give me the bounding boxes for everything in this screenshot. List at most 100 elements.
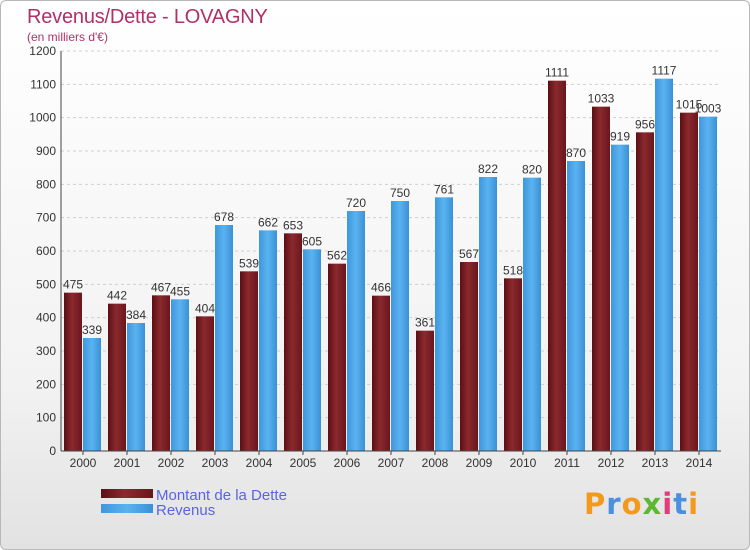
bar-revenus xyxy=(303,249,321,451)
bar-revenus xyxy=(699,116,717,452)
bar-dette xyxy=(636,132,654,452)
x-tick-label: 2011 xyxy=(554,456,580,470)
x-tick-label: 2007 xyxy=(378,456,405,470)
bar-dette xyxy=(240,271,258,451)
data-label-revenus: 384 xyxy=(126,308,146,322)
bar-dette xyxy=(592,106,610,452)
x-tick-label: 2012 xyxy=(598,456,625,470)
bar-revenus xyxy=(567,161,585,451)
bar-dette xyxy=(680,112,698,452)
data-label-dette: 404 xyxy=(195,301,215,315)
bar-revenus xyxy=(215,225,233,451)
logo-letter: r xyxy=(606,487,622,521)
logo-letter: P xyxy=(584,487,607,521)
data-label-dette: 518 xyxy=(503,263,523,277)
data-label-dette: 567 xyxy=(459,247,479,261)
data-label-revenus: 750 xyxy=(390,186,410,200)
logo-letter: t xyxy=(673,487,689,521)
data-label-revenus: 605 xyxy=(302,234,322,248)
logo-letter: i xyxy=(688,487,700,521)
bar-dette xyxy=(372,295,390,451)
x-tick-label: 2005 xyxy=(290,456,317,470)
bar-dette xyxy=(460,262,478,451)
chart-title: Revenus/Dette - LOVAGNY xyxy=(27,6,268,28)
bar-revenus xyxy=(259,230,277,451)
bar-dette xyxy=(108,303,126,451)
bar-revenus xyxy=(391,201,409,451)
y-tick-label: 900 xyxy=(36,144,56,158)
y-tick-label: 700 xyxy=(36,211,56,225)
y-tick-label: 200 xyxy=(36,377,56,391)
data-label-dette: 1111 xyxy=(545,66,569,80)
y-tick-label: 600 xyxy=(36,244,56,258)
x-tick-label: 2001 xyxy=(114,456,141,470)
bar-revenus xyxy=(523,177,541,451)
bar-revenus xyxy=(127,323,145,451)
data-label-dette: 467 xyxy=(151,280,171,294)
data-label-dette: 956 xyxy=(635,117,655,131)
bar-dette xyxy=(284,233,302,451)
data-label-revenus: 678 xyxy=(214,210,234,224)
data-label-dette: 442 xyxy=(107,289,127,303)
bar-revenus xyxy=(435,197,453,451)
bar-revenus xyxy=(83,338,101,451)
x-tick-label: 2014 xyxy=(686,456,713,470)
data-label-revenus: 870 xyxy=(566,146,586,160)
chart-subtitle: (en milliers d'€) xyxy=(27,30,108,44)
proxiti-logo: Proxiti xyxy=(584,487,699,521)
y-tick-label: 500 xyxy=(36,277,56,291)
data-label-dette: 653 xyxy=(283,218,303,232)
y-tick-label: 300 xyxy=(36,344,56,358)
x-tick-label: 2009 xyxy=(466,456,493,470)
bar-revenus xyxy=(479,177,497,451)
data-label-revenus: 1003 xyxy=(695,102,722,116)
bar-dette xyxy=(64,292,82,451)
data-label-dette: 466 xyxy=(371,281,391,295)
legend-swatch-dette xyxy=(101,489,153,498)
data-label-dette: 475 xyxy=(63,278,83,292)
y-tick-label: 100 xyxy=(36,411,56,425)
logo-letter: i xyxy=(662,487,674,521)
data-label-revenus: 822 xyxy=(478,162,498,176)
data-label-revenus: 662 xyxy=(258,215,278,229)
bar-revenus xyxy=(347,211,365,451)
bar-revenus xyxy=(171,299,189,451)
data-label-revenus: 919 xyxy=(610,130,630,144)
x-tick-label: 2008 xyxy=(422,456,449,470)
bar-dette xyxy=(548,80,566,452)
y-tick-label: 1000 xyxy=(29,111,56,125)
y-tick-label: 0 xyxy=(49,444,56,458)
x-tick-label: 2003 xyxy=(202,456,229,470)
bar-dette xyxy=(328,263,346,451)
x-tick-label: 2000 xyxy=(70,456,97,470)
x-tick-label: 2004 xyxy=(246,456,273,470)
data-label-dette: 1033 xyxy=(588,92,615,106)
y-tick-label: 400 xyxy=(36,311,56,325)
y-tick-label: 1200 xyxy=(29,44,56,58)
data-label-dette: 361 xyxy=(415,316,435,330)
bar-dette xyxy=(416,330,434,451)
logo-letter: o xyxy=(621,487,643,521)
x-tick-label: 2006 xyxy=(334,456,361,470)
data-label-dette: 539 xyxy=(239,256,259,270)
x-tick-label: 2013 xyxy=(642,456,669,470)
data-label-dette: 1015 xyxy=(676,98,703,112)
legend-label-revenus: Revenus xyxy=(156,502,215,519)
legend-label-dette: Montant de la Dette xyxy=(156,487,287,504)
data-label-revenus: 339 xyxy=(82,323,102,337)
bar-dette xyxy=(504,278,522,451)
x-tick-label: 2010 xyxy=(510,456,537,470)
y-tick-label: 800 xyxy=(36,177,56,191)
data-label-revenus: 761 xyxy=(434,182,454,196)
bar-dette xyxy=(152,295,170,451)
legend-swatch-revenus xyxy=(101,504,153,513)
x-tick-label: 2002 xyxy=(158,456,185,470)
data-label-revenus: 820 xyxy=(522,163,542,177)
y-tick-label: 1100 xyxy=(30,77,56,91)
data-label-revenus: 1117 xyxy=(652,64,677,78)
logo-letter: x xyxy=(642,487,663,521)
data-label-revenus: 455 xyxy=(170,284,190,298)
bar-dette xyxy=(196,316,214,451)
